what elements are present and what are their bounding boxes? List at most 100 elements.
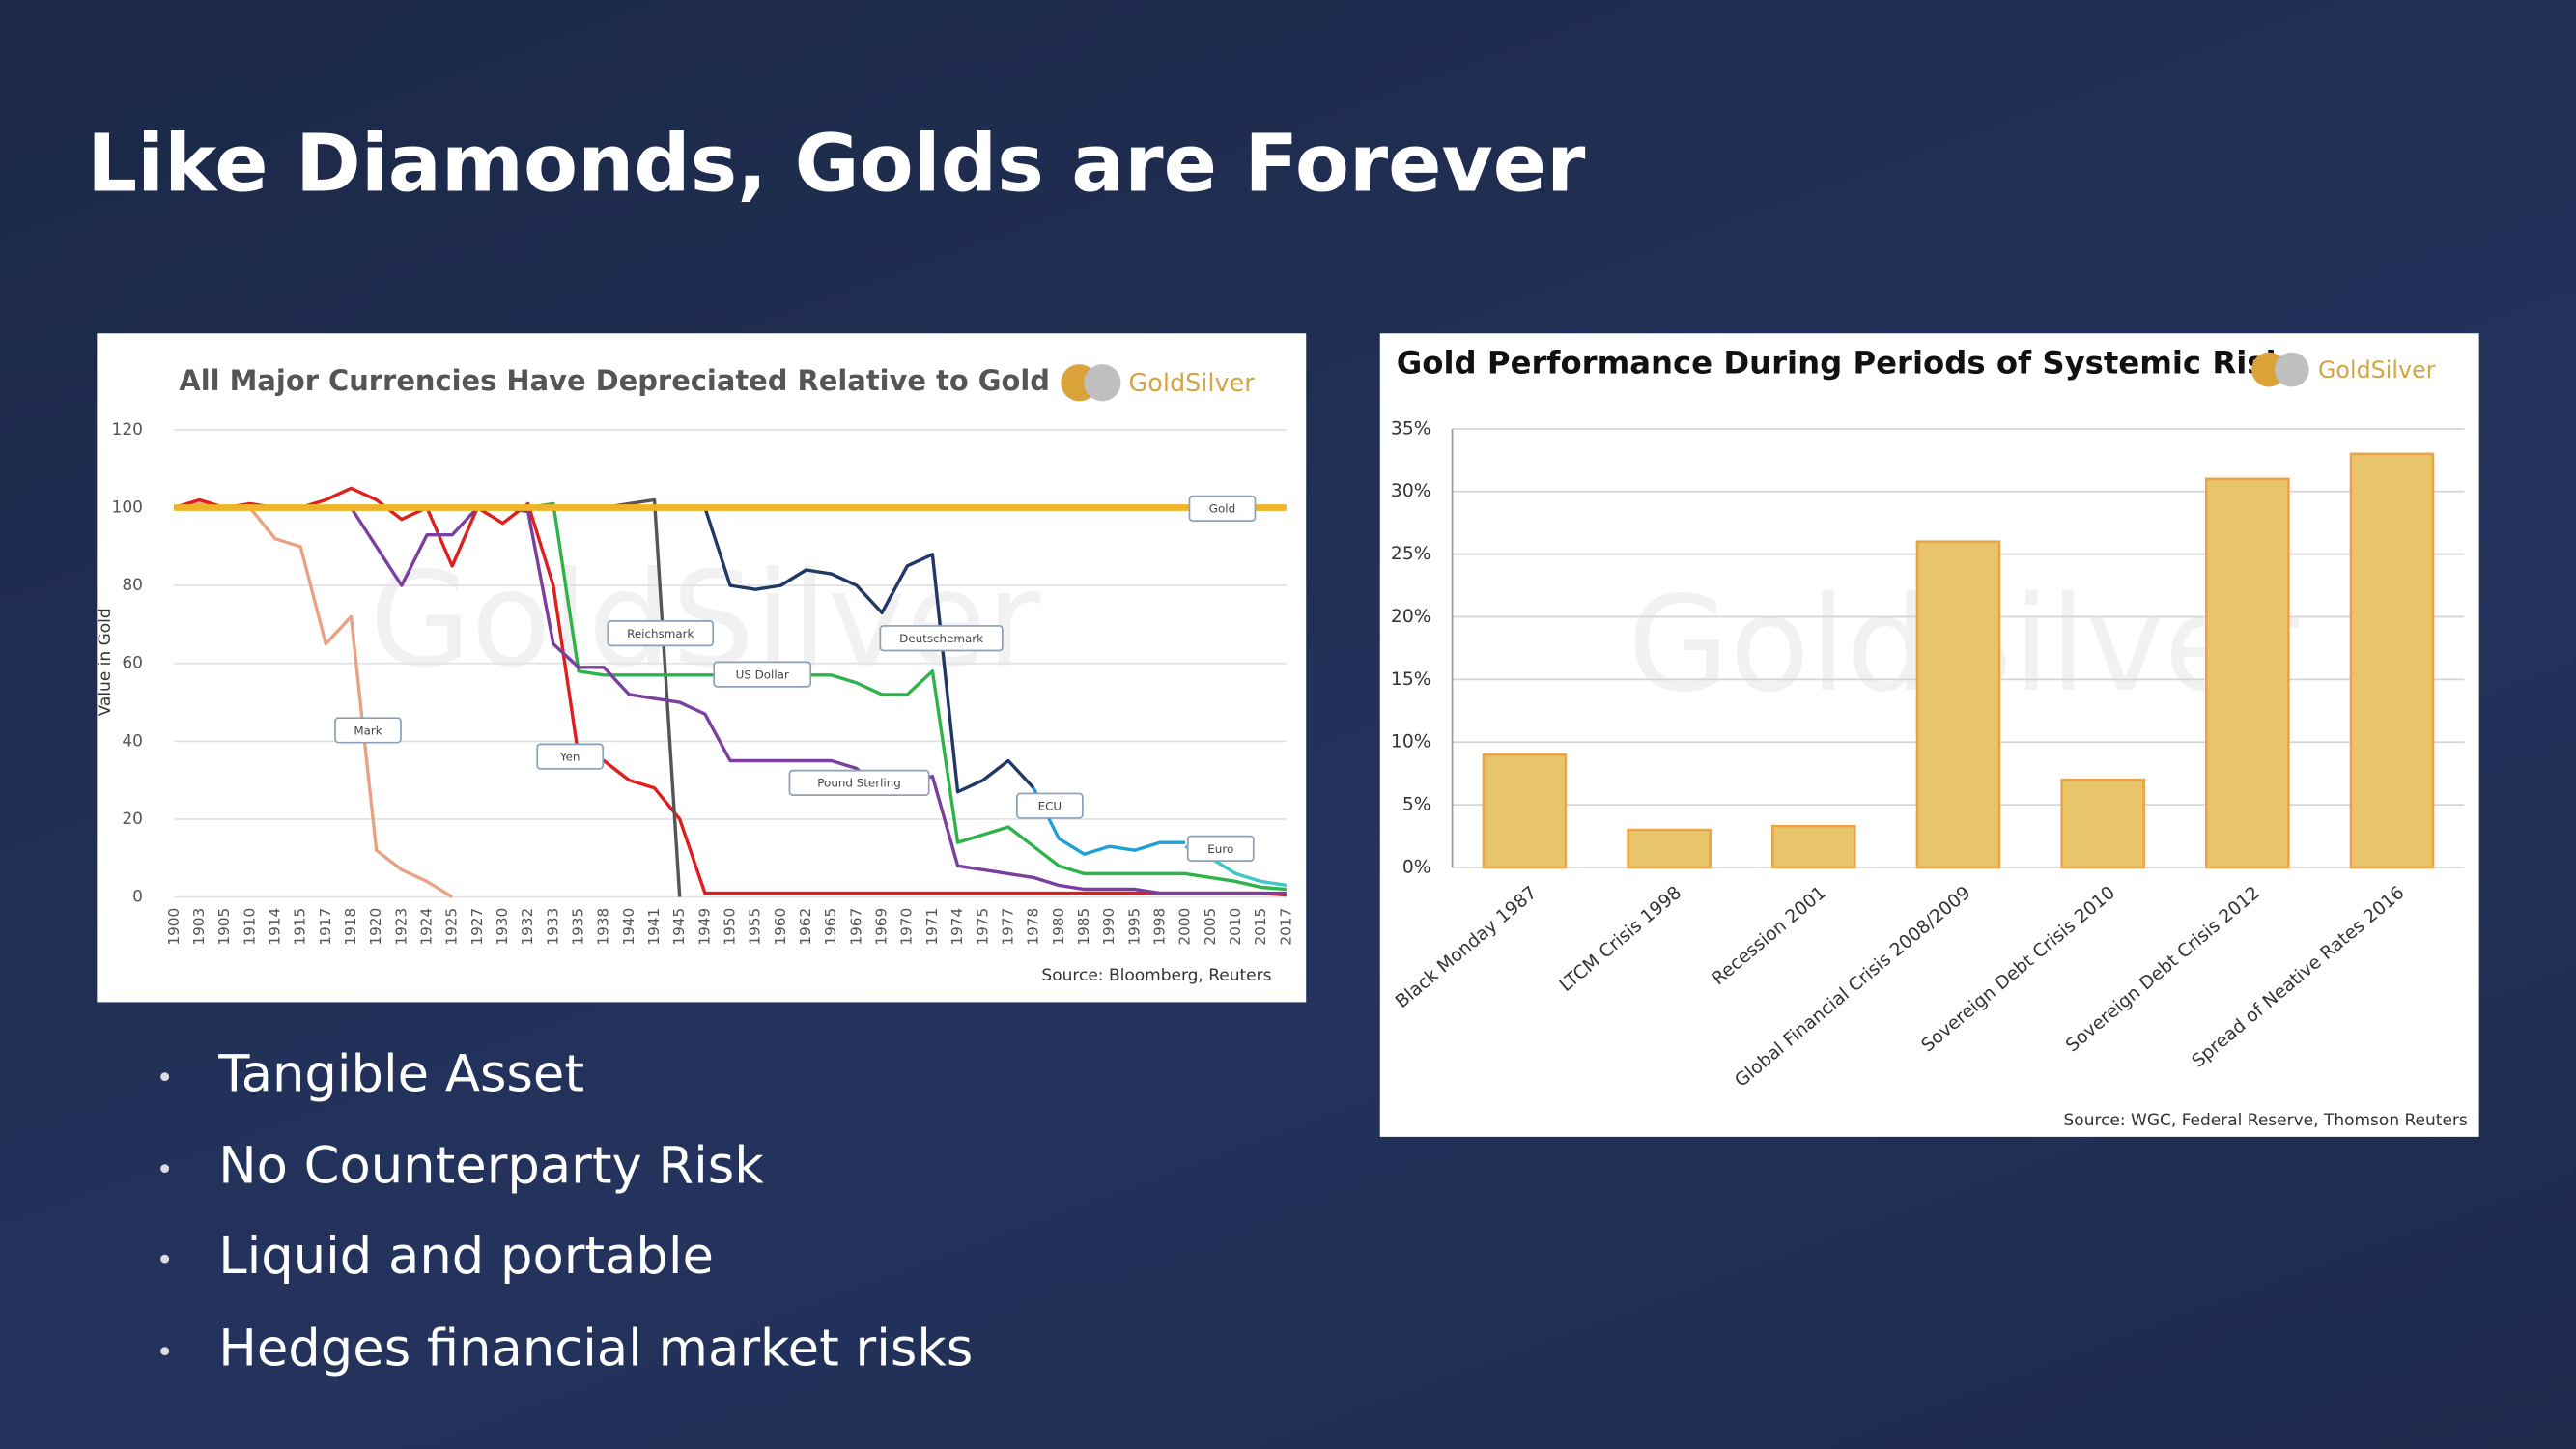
y-tick-label: 20% [1391, 607, 1431, 627]
x-tick-label: 1938 [595, 908, 612, 946]
x-tick-label: 1969 [873, 908, 891, 946]
bar [2060, 778, 2145, 869]
x-tick-label: 1960 [772, 908, 789, 946]
slide-title: Like Diamonds, Golds are Forever [87, 118, 1586, 211]
series-label: US Dollar [736, 668, 789, 681]
bar [2205, 477, 2290, 869]
series-label-box [879, 625, 1004, 652]
series-label: Mark [354, 724, 382, 737]
x-tick-label: 1945 [670, 908, 688, 946]
x-tick-label: 1932 [519, 908, 536, 946]
x-tick-label: 1977 [999, 908, 1016, 946]
x-tick-label: 1905 [215, 908, 233, 946]
y-axis-label: Value in Gold [97, 608, 115, 716]
x-tick-label: 2017 [1277, 908, 1294, 946]
y-tick-label: 10% [1391, 732, 1431, 753]
bar [1915, 540, 2001, 869]
series-label-box [1188, 495, 1257, 522]
bullet: Hedges financial market risks [156, 1319, 974, 1409]
y-tick-label: 60 [122, 654, 143, 673]
logo-text: GoldSilver [1129, 369, 1256, 398]
bar [1627, 828, 1712, 869]
x-tick-label: 1918 [342, 908, 359, 946]
source-note: Source: WGC, Federal Reserve, Thomson Re… [2064, 1111, 2468, 1130]
bar [1770, 824, 1856, 869]
chart-title: All Major Currencies Have Depreciated Re… [179, 364, 1050, 397]
series-label-box [1186, 835, 1255, 863]
x-tick-label: 1925 [443, 908, 461, 946]
logo-coin [1084, 364, 1121, 402]
source-note: Source: Bloomberg, Reuters [1041, 966, 1271, 985]
x-tick-label: 1971 [923, 908, 941, 946]
x-tick-label: 1910 [241, 908, 258, 946]
series-label-box [334, 717, 402, 744]
series-line [173, 486, 1287, 897]
x-tick-label: 1923 [392, 908, 410, 946]
y-tick-label: 40 [122, 731, 143, 751]
x-tick-label: 1914 [266, 908, 283, 946]
x-tick-label: 1927 [468, 908, 486, 946]
x-tick-label: 1935 [570, 908, 587, 946]
x-tick-label: 1967 [847, 908, 864, 946]
x-tick-label: 1915 [292, 908, 309, 946]
x-tick-label: 1990 [1100, 908, 1118, 946]
series-label: Yen [559, 751, 580, 764]
y-tick-label: 35% [1391, 418, 1431, 439]
x-tick-label: 1903 [190, 908, 208, 946]
x-tick-label: 1978 [1025, 908, 1042, 946]
y-tick-label: 30% [1391, 481, 1431, 501]
x-tick-label: 1941 [645, 908, 663, 946]
x-tick-label: 2000 [1176, 908, 1194, 946]
series-label: Pound Sterling [817, 777, 901, 790]
logo-coin [2274, 352, 2309, 387]
y-tick-label: 20 [122, 810, 143, 829]
x-tick-label: 1933 [544, 908, 561, 946]
series-label: Reichsmark [627, 627, 694, 640]
x-tick-label: 2010 [1227, 908, 1244, 946]
x-tick-label: Black Monday 1987 [1392, 883, 1541, 1012]
y-tick-label: 100 [112, 498, 143, 518]
series-label: Euro [1207, 842, 1233, 856]
y-tick-label: 0% [1402, 857, 1431, 877]
bar [1482, 753, 1568, 869]
bar [2349, 452, 2435, 869]
y-tick-label: 15% [1391, 669, 1431, 690]
x-tick-label: 1995 [1125, 908, 1143, 946]
x-tick-label: 1974 [948, 908, 966, 946]
x-tick-label: 1955 [747, 908, 764, 946]
x-tick-label: Recession 2001 [1709, 883, 1830, 989]
y-tick-label: 120 [112, 420, 143, 440]
x-tick-label: 1950 [722, 908, 739, 946]
x-tick-label: 1900 [165, 908, 183, 946]
x-tick-label: Global Financial Crisis 2008/2009 [1731, 883, 1974, 1092]
y-tick-label: 25% [1391, 544, 1431, 564]
x-tick-label: 1940 [620, 908, 637, 946]
x-tick-label: 1970 [898, 908, 916, 946]
series-label: ECU [1038, 800, 1062, 813]
series-label-box [713, 661, 812, 688]
x-tick-label: 2005 [1202, 908, 1219, 946]
bullet: Tangible Asset [156, 1045, 974, 1136]
series-line [703, 506, 1035, 794]
x-tick-label: 1917 [317, 908, 334, 946]
x-tick-label: 1924 [418, 908, 436, 946]
x-tick-label: 1920 [367, 908, 384, 946]
x-tick-label: 1949 [695, 908, 713, 946]
series-label-box [788, 769, 930, 796]
series-label-box [536, 743, 605, 770]
x-tick-label: LTCM Crisis 1998 [1556, 883, 1685, 996]
x-tick-label: 1998 [1150, 908, 1168, 946]
bar-chart: GoldSilver Gold Performance During Period… [1379, 333, 2479, 1137]
series-label-box [607, 620, 715, 647]
y-tick-label: 80 [122, 576, 143, 595]
y-tick-label: 0 [132, 888, 143, 907]
series-label: Deutschemark [899, 632, 983, 645]
x-tick-label: 1980 [1050, 908, 1067, 946]
x-tick-label: 1962 [797, 908, 814, 946]
logo-text: GoldSilver [2318, 356, 2436, 384]
x-tick-label: 1930 [494, 908, 511, 946]
x-tick-label: 1975 [974, 908, 991, 946]
x-tick-label: 1985 [1075, 908, 1092, 946]
